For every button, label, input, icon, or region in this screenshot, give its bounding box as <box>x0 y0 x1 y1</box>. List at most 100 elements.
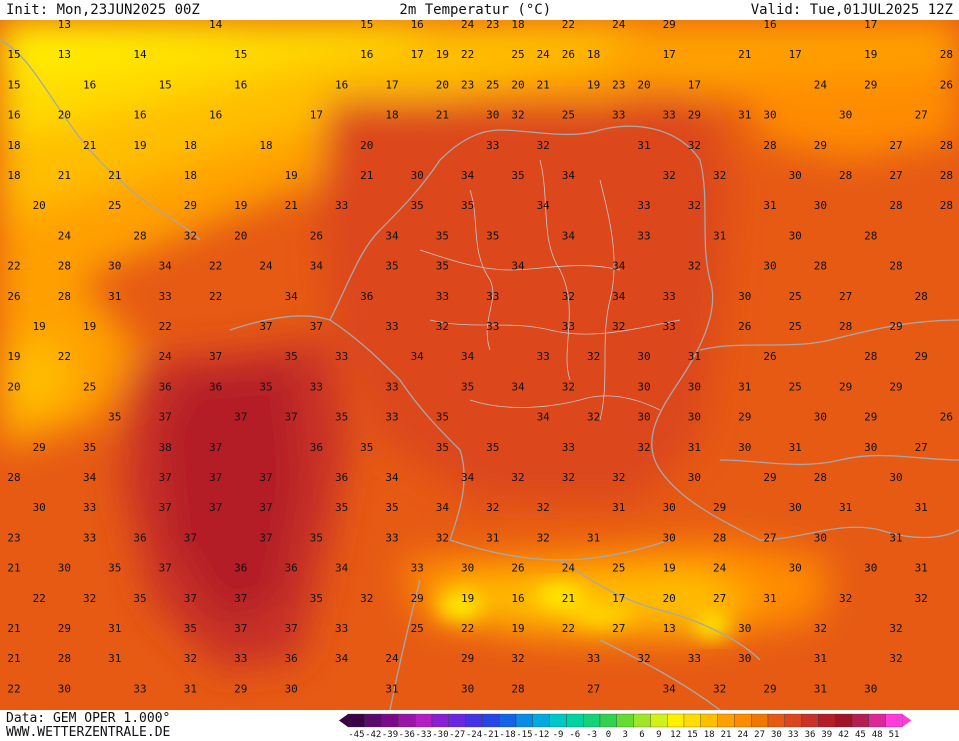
website-credit: WWW.WETTERZENTRALE.DE <box>6 725 171 740</box>
temperature-label: 33 <box>385 380 398 393</box>
temperature-label: 31 <box>915 562 928 575</box>
temperature-label: 33 <box>612 109 625 122</box>
temperature-label: 19 <box>285 169 298 182</box>
temperature-label: 33 <box>562 320 575 333</box>
temperature-label: 31 <box>889 531 902 544</box>
temperature-label: 24 <box>159 350 173 363</box>
temperature-label: 37 <box>234 411 247 424</box>
color-scale-box <box>448 713 466 728</box>
temperature-label: 32 <box>814 622 827 635</box>
temperature-label: 22 <box>58 350 71 363</box>
temperature-label: 33 <box>335 199 348 212</box>
temperature-label: 29 <box>713 501 726 514</box>
footer-bar: Data: GEM OPER 1.000° WWW.WETTERZENTRALE… <box>0 710 959 741</box>
temperature-label: 33 <box>587 652 600 665</box>
temperature-label: 34 <box>385 471 399 484</box>
temperature-label: 35 <box>461 199 474 212</box>
temperature-label: 33 <box>133 682 146 695</box>
temperature-label: 17 <box>789 48 802 61</box>
temperature-label: 34 <box>159 260 173 273</box>
temperature-label: 21 <box>7 562 20 575</box>
color-scale-ticks: -45 -42 -39 -36 -33 -30 -27 -24 -21 -18 -15 -12 -9 -6… <box>348 730 899 740</box>
temperature-label: 17 <box>612 592 625 605</box>
temperature-label: 30 <box>763 260 776 273</box>
color-scale-box <box>818 713 836 728</box>
temperature-label: 30 <box>663 501 676 514</box>
temperature-label: 35 <box>385 501 398 514</box>
temperature-label: 21 <box>360 169 373 182</box>
temperature-label: 15 <box>360 20 373 31</box>
temperature-label: 34 <box>335 562 349 575</box>
temperature-label: 34 <box>436 501 450 514</box>
temperature-label: 27 <box>915 441 928 454</box>
temperature-label: 32 <box>537 501 550 514</box>
temperature-label: 30 <box>58 562 71 575</box>
temperature-label: 31 <box>839 501 852 514</box>
country-borders <box>0 39 959 710</box>
temperature-label: 29 <box>915 350 928 363</box>
temperature-label: 37 <box>209 441 222 454</box>
temperature-label: 32 <box>511 471 524 484</box>
temperature-label: 27 <box>763 531 776 544</box>
temperature-label: 14 <box>209 20 223 31</box>
temperature-label: 34 <box>335 652 349 665</box>
temperature-label: 32 <box>184 652 197 665</box>
header-bar: Init: Mon,23JUN2025 00Z 2m Temperatur (°… <box>0 0 959 20</box>
color-scale-box <box>616 713 634 728</box>
temperature-label: 34 <box>461 350 475 363</box>
color-scale-tick-label: 12 <box>670 730 681 740</box>
color-scale-box <box>767 713 785 728</box>
temperature-label: 20 <box>637 78 650 91</box>
temperature-label: 16 <box>360 48 373 61</box>
color-scale-box <box>650 713 668 728</box>
temperature-label: 22 <box>7 682 20 695</box>
temperature-label: 16 <box>411 20 424 31</box>
temperature-label: 28 <box>839 169 852 182</box>
color-scale-tick-label: 3 <box>622 730 627 740</box>
temperature-label: 29 <box>738 411 751 424</box>
temperature-label: 28 <box>940 199 953 212</box>
temperature-label: 31 <box>108 652 121 665</box>
temperature-label: 35 <box>335 501 348 514</box>
color-scale-tick-label: 30 <box>771 730 782 740</box>
temperature-label: 27 <box>889 139 902 152</box>
temperature-label: 35 <box>310 531 323 544</box>
temperature-label: 28 <box>763 139 776 152</box>
temperature-label: 30 <box>738 652 751 665</box>
temperature-label: 25 <box>789 380 802 393</box>
temperature-label: 35 <box>360 441 373 454</box>
color-scale-tick-label: -15 <box>516 730 532 740</box>
temperature-label: 26 <box>763 350 776 363</box>
color-scale-tick-label: -9 <box>553 730 564 740</box>
temperature-label: 31 <box>486 531 499 544</box>
color-scale-box <box>549 713 567 728</box>
temperature-label: 28 <box>864 229 877 242</box>
temperature-label: 17 <box>310 109 323 122</box>
temperature-label: 30 <box>688 471 701 484</box>
temperature-label: 35 <box>385 260 398 273</box>
temperature-label: 32 <box>184 229 197 242</box>
temperature-label: 28 <box>940 48 953 61</box>
temperature-label: 22 <box>461 48 474 61</box>
temperature-label: 15 <box>159 78 172 91</box>
temperature-label: 31 <box>814 652 827 665</box>
temperature-label: 30 <box>637 411 650 424</box>
temperature-label: 31 <box>637 139 650 152</box>
temperature-label: 33 <box>335 350 348 363</box>
color-scale-box <box>885 713 903 728</box>
temperature-label: 37 <box>159 411 172 424</box>
temperature-label: 34 <box>385 229 399 242</box>
temperature-label: 25 <box>411 622 424 635</box>
temperature-label: 30 <box>411 169 424 182</box>
temperature-label: 30 <box>461 682 474 695</box>
temperature-label: 19 <box>133 139 146 152</box>
temperature-label: 25 <box>108 199 121 212</box>
temperature-label: 30 <box>864 441 877 454</box>
temperature-label: 29 <box>814 139 827 152</box>
temperature-label: 27 <box>612 622 625 635</box>
temperature-label: 30 <box>663 531 676 544</box>
region-borders <box>419 159 681 421</box>
temperature-label: 29 <box>763 471 776 484</box>
temperature-label: 28 <box>940 169 953 182</box>
